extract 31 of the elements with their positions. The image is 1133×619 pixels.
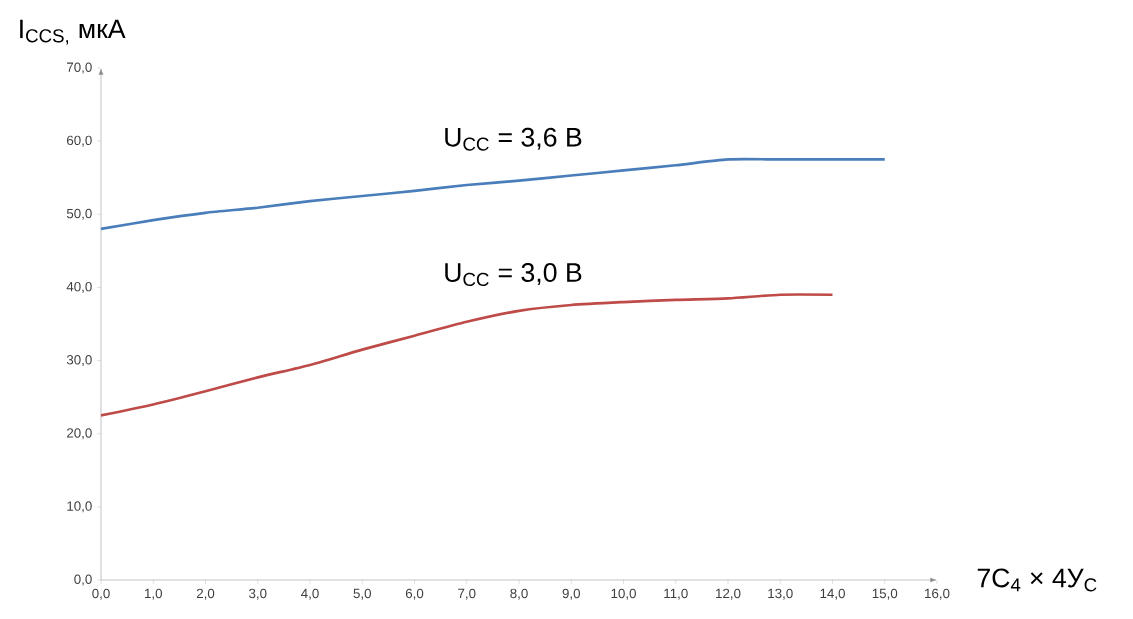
x-tick-label: 3,0 (248, 588, 267, 600)
x-tick-label: 6,0 (405, 588, 424, 600)
x-tick-label: 15,0 (872, 588, 898, 600)
y-tick-label: 20,0 (67, 428, 92, 440)
x-axis-title: 7C$_{4}$ × 4У$_{C}$ (977, 568, 1097, 592)
x-tick-label: 5,0 (353, 588, 371, 600)
y-tick-label: 30,0 (66, 355, 92, 367)
y-tick-label: 40,0 (66, 281, 92, 293)
line-series (99, 293, 834, 417)
y-tick-label: 50,0 (66, 208, 92, 220)
series-label: U$_{CC}$ = 3,6 В (445, 127, 582, 151)
x-tick-label: 7,0 (458, 588, 476, 600)
line-series (99, 157, 887, 231)
y-tick-label: 60,0 (67, 135, 92, 147)
y-tick-label: 0,0 (74, 574, 92, 586)
x-tick-label: 2,0 (196, 588, 215, 600)
x-tick-label: 14,0 (820, 588, 845, 600)
x-tick-label: 16,0 (925, 588, 950, 600)
x-tick-label: 8,0 (510, 588, 528, 600)
x-tick-label: 4,0 (301, 588, 319, 600)
y-tick-label: 10,0 (67, 501, 92, 513)
x-tick-label: 0,0 (92, 588, 110, 600)
y-tick-label: 70,0 (67, 62, 92, 74)
x-tick-label: 1,0 (145, 588, 162, 600)
x-tick-label: 10,0 (611, 588, 636, 600)
x-tick-label: 13,0 (768, 588, 793, 600)
x-tick-label: 9,0 (562, 588, 581, 600)
series-label: U$_{CC}$ = 3,0 В (445, 263, 582, 287)
x-tick-label: 12,0 (716, 588, 741, 600)
y-axis-title: I$_{CCS,}$ мкА (20, 19, 126, 45)
x-tick-label: 11,0 (664, 588, 688, 600)
